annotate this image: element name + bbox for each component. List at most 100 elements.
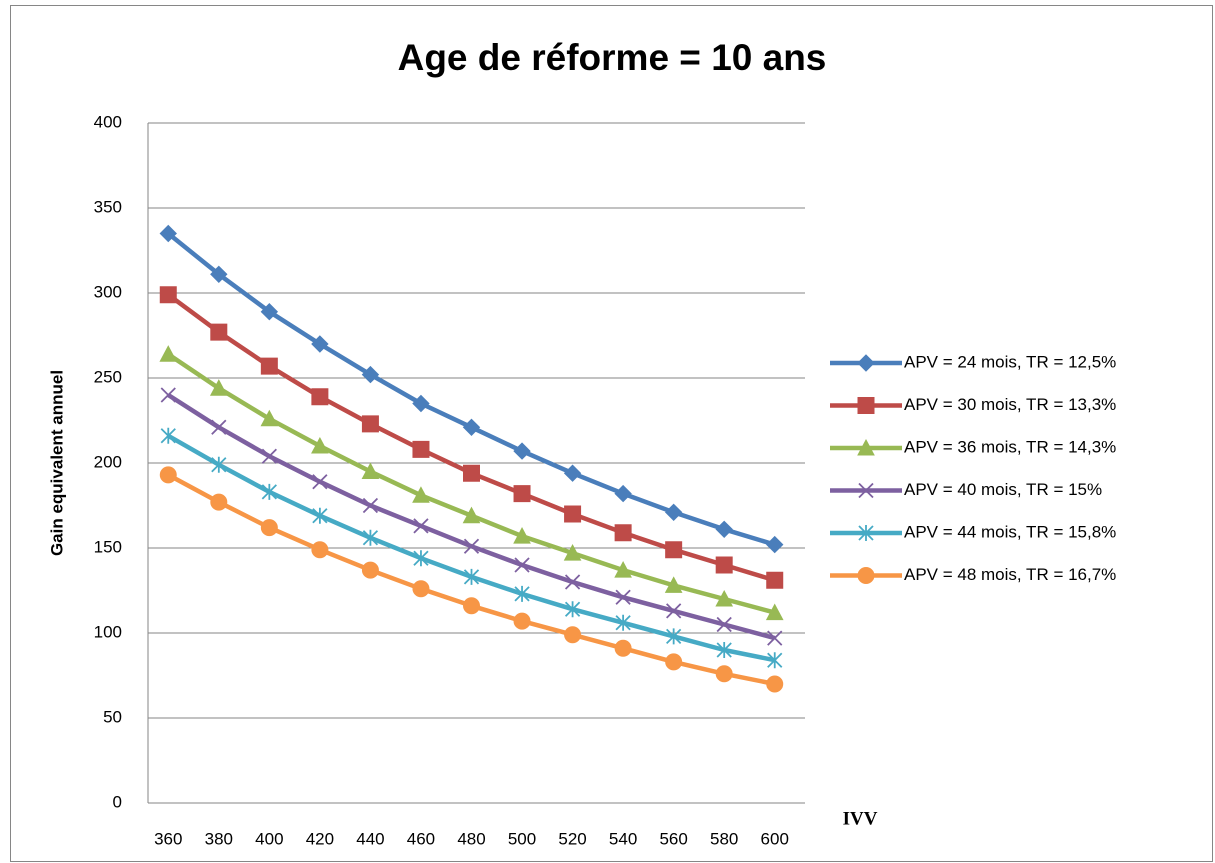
x-tick-label: 360 [154,829,182,848]
marker [614,484,632,503]
marker [857,354,875,372]
marker [857,397,875,414]
x-tick-label: 420 [306,829,334,848]
marker [312,474,328,490]
x-tick-label: 440 [356,829,384,848]
marker [564,626,582,644]
marker [664,503,683,522]
marker [261,483,277,500]
y-tick-label: 150 [94,537,122,556]
marker [665,541,683,559]
marker [211,419,227,435]
marker [362,529,379,546]
marker [513,485,531,503]
marker [463,538,480,554]
legend-label: APV = 36 mois, TR = 14,3% [904,437,1116,456]
marker [666,628,682,645]
marker [715,556,733,574]
marker [160,387,176,403]
y-tick-label: 400 [94,112,122,131]
marker [159,466,177,484]
marker [615,589,631,605]
marker [361,462,380,479]
marker [564,574,581,590]
marker [513,527,531,544]
x-tick-label: 520 [558,829,586,848]
marker [210,323,228,341]
marker [765,603,784,621]
y-axis-label: Gain equivalent annuel [47,370,66,556]
legend-label: APV = 30 mois, TR = 13,3% [904,395,1116,414]
marker [413,550,429,567]
marker [563,464,582,482]
marker [312,507,328,524]
marker [766,571,784,589]
marker [564,505,582,523]
marker [211,456,227,473]
marker [513,612,531,630]
x-tick-label: 560 [659,829,687,848]
marker [462,597,481,615]
marker [514,557,530,573]
marker [513,442,531,460]
marker [412,394,430,413]
marker [463,568,480,585]
chart-title: Age de réforme = 10 ans [398,37,827,78]
marker [361,561,379,579]
legend-label: APV = 40 mois, TR = 15% [904,480,1102,499]
x-axis-label: IVV [843,808,878,829]
marker [614,561,632,578]
marker [159,224,177,243]
marker [412,580,430,598]
marker [261,448,277,464]
marker [665,653,683,671]
marker [563,544,582,561]
y-tick-label: 200 [94,452,122,471]
marker [311,335,329,353]
x-tick-label: 480 [457,829,485,848]
marker [361,365,380,384]
marker [664,576,683,593]
marker [857,438,875,456]
marker [209,379,228,396]
y-tick-label: 50 [103,707,122,726]
marker [210,265,228,284]
marker [716,616,732,633]
marker [766,535,784,554]
marker [716,642,732,658]
marker [260,357,278,375]
marker [614,639,632,657]
marker [160,427,176,444]
y-tick-label: 300 [94,282,122,301]
marker [767,630,783,646]
marker [766,675,784,693]
marker [361,415,379,433]
y-tick-label: 0 [113,792,122,811]
marker [715,589,734,607]
legend-label: APV = 24 mois, TR = 12,5% [904,352,1116,371]
marker [767,652,783,669]
marker [615,614,631,631]
legend-label: APV = 48 mois, TR = 16,7% [904,565,1116,584]
marker [260,519,278,537]
marker [666,603,682,619]
marker [362,497,379,514]
marker [858,482,874,499]
y-tick-label: 350 [94,197,122,216]
marker [858,525,874,541]
marker [514,585,530,602]
marker [260,302,279,321]
y-tick-label: 100 [94,622,122,641]
marker [715,520,733,539]
marker [614,524,632,542]
marker [462,506,481,524]
x-tick-label: 380 [205,829,233,848]
x-tick-label: 580 [710,829,738,848]
marker [462,418,481,437]
marker [311,388,329,406]
marker [412,486,430,503]
marker [159,286,177,304]
marker [412,440,430,458]
marker [564,601,581,618]
marker [311,436,329,454]
